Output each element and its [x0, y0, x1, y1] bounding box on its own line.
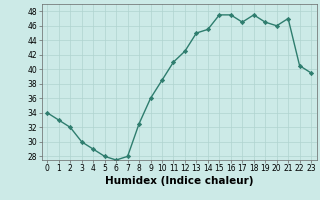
X-axis label: Humidex (Indice chaleur): Humidex (Indice chaleur)	[105, 176, 253, 186]
